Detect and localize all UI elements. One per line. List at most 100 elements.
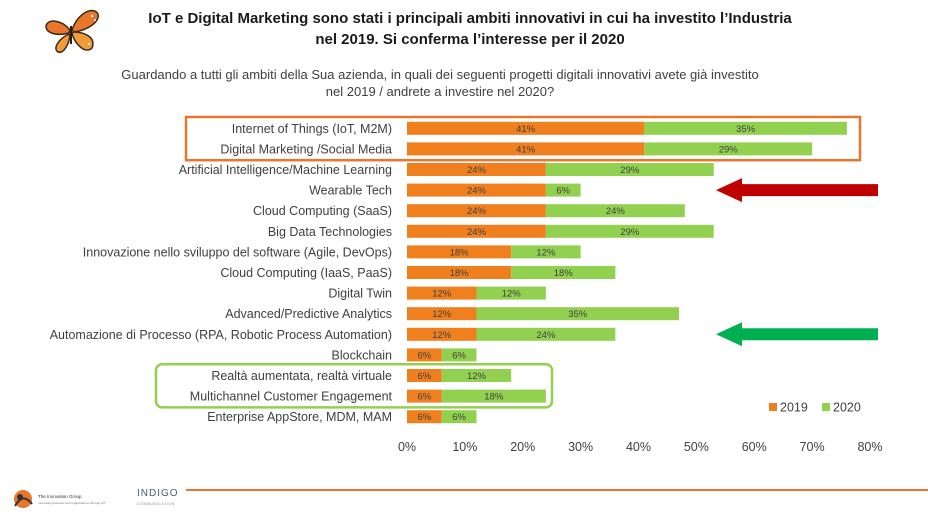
data-label-2020: 24% [606, 206, 626, 217]
category-label: Digital Twin [328, 287, 392, 301]
category-label: Digital Marketing /Social Media [220, 142, 392, 156]
category-label: Multichannel Customer Engagement [190, 390, 393, 404]
category-label: Internet of Things (IoT, M2M) [232, 122, 392, 136]
x-tick-label: 40% [626, 440, 651, 454]
page-title-line2: nel 2019. Si conferma l’interesse per il… [315, 31, 625, 48]
bar-2020 [441, 369, 512, 382]
left-arrow-icon [716, 178, 878, 203]
category-label: Big Data Technologies [268, 225, 392, 239]
category-label: Cloud Computing (IaaS, PaaS) [220, 266, 392, 280]
data-label-2019: 18% [450, 247, 470, 258]
data-label-2020: 12% [502, 289, 522, 300]
x-tick-label: 80% [857, 440, 882, 454]
x-tick-label: 60% [742, 440, 767, 454]
chart-question-line2: nel 2019 / andrete a investire nel 2020? [325, 84, 555, 99]
bar-2020 [476, 286, 546, 300]
bar-2020 [441, 389, 546, 403]
bar-2019 [407, 266, 512, 279]
data-label-2020: 29% [620, 227, 640, 238]
page-title-line1: IoT e Digital Marketing sono stati i pri… [148, 10, 792, 27]
x-tick-label: 70% [800, 440, 825, 454]
data-label-2019: 24% [467, 186, 487, 197]
data-label-2019: 18% [450, 268, 470, 279]
data-label-2019: 12% [432, 309, 452, 320]
bar-2019 [407, 121, 645, 135]
data-label-2020: 6% [452, 412, 466, 423]
bar-2019 [407, 245, 512, 259]
bar-2020 [476, 327, 616, 341]
data-label-2020: 12% [536, 247, 556, 258]
data-label-2019: 6% [417, 392, 431, 403]
bar-2019 [407, 183, 546, 197]
bar-2019 [407, 286, 477, 300]
data-label-2020: 18% [554, 268, 574, 279]
category-label: Realtà aumentata, realtà virtuale [211, 369, 392, 383]
bar-2020 [511, 266, 616, 279]
legend-swatch-2019 [769, 403, 777, 411]
x-tick-label: 0% [398, 440, 416, 454]
data-label-2020: 29% [620, 165, 640, 176]
page-title: IoT e Digital Marketing sono stati i pri… [110, 8, 830, 50]
category-label: Automazione di Processo (RPA, Robotic Pr… [50, 328, 392, 342]
bar-2020 [476, 307, 680, 321]
bar-2020 [511, 245, 581, 259]
data-label-2019: 6% [417, 371, 431, 382]
data-label-2020: 35% [568, 309, 588, 320]
chart-question: Guardando a tutti gli ambiti della Sua a… [80, 66, 800, 100]
data-label-2019: 6% [417, 412, 431, 423]
data-label-2019: 41% [516, 124, 536, 135]
bar-2020 [545, 224, 714, 238]
data-label-2020: 6% [556, 186, 570, 197]
bar-2019 [407, 307, 477, 321]
category-label: Advanced/Predictive Analytics [225, 307, 392, 321]
butterfly-logo-icon [45, 9, 99, 53]
bar-2020 [644, 121, 847, 135]
category-label: Cloud Computing (SaaS) [253, 204, 392, 218]
data-label-2020: 6% [452, 350, 466, 361]
bar-2019 [407, 204, 546, 218]
data-label-2019: 24% [467, 227, 487, 238]
bar-2019 [407, 410, 442, 424]
chart-question-line1: Guardando a tutti gli ambiti della Sua a… [121, 67, 759, 82]
innovation-group-logo: The Innovation Group Innovating business… [10, 484, 110, 514]
data-label-2020: 24% [536, 330, 556, 341]
indigo-tagline: COMMUNICATION [137, 502, 175, 506]
data-label-2020: 18% [484, 392, 504, 403]
data-label-2020: 29% [719, 144, 739, 155]
bar-2019 [407, 389, 442, 403]
bar-2020 [441, 348, 477, 362]
data-label-2019: 41% [516, 144, 536, 155]
bar-2019 [407, 369, 442, 382]
x-tick-label: 20% [510, 440, 535, 454]
bar-2019 [407, 348, 442, 362]
footer-divider [186, 489, 928, 491]
x-tick-label: 30% [568, 440, 593, 454]
highlight-box [184, 115, 862, 162]
data-label-2019: 6% [417, 350, 431, 361]
highlight-box [154, 362, 554, 409]
legend-swatch-2020 [822, 403, 830, 411]
indigo-brand: INDIGO [137, 488, 179, 499]
data-label-2019: 24% [467, 165, 487, 176]
data-label-2019: 12% [432, 330, 452, 341]
bar-2019 [407, 327, 477, 341]
category-label: Enterprise AppStore, MDM, MAM [207, 410, 392, 424]
left-arrow-icon [716, 322, 878, 347]
bar-2020 [441, 410, 477, 424]
bar-2020 [545, 183, 581, 197]
category-label: Artificial Intelligence/Machine Learning [179, 163, 392, 177]
legend-label-2019: 2019 [780, 401, 808, 415]
bar-2020 [644, 142, 813, 156]
category-label: Wearable Tech [309, 184, 392, 198]
x-tick-label: 10% [452, 440, 477, 454]
bar-2019 [407, 224, 546, 238]
innovation-group-logo-icon [14, 490, 33, 508]
bar-2020 [545, 204, 685, 218]
x-tick-label: 50% [684, 440, 709, 454]
bar-2020 [545, 163, 714, 176]
indigo-logo: INDIGO COMMUNICATION [137, 486, 197, 514]
innovation-group-tagline: Innovating business and organizations th… [38, 501, 106, 505]
data-label-2019: 12% [432, 289, 452, 300]
data-label-2020: 12% [467, 371, 487, 382]
